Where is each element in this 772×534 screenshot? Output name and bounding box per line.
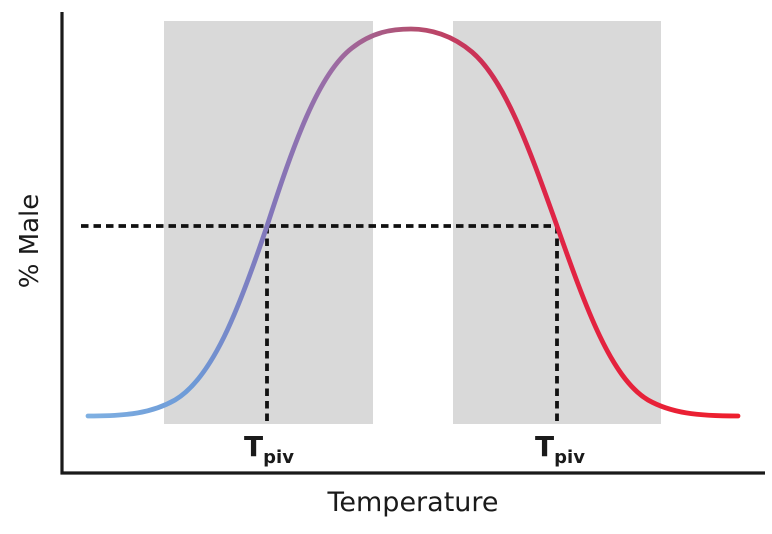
tpiv-left-main-text: T — [244, 430, 263, 463]
tpiv-label-left: Tpiv — [244, 430, 294, 468]
tpiv-right-main-text: T — [535, 430, 554, 463]
sex-ratio-curve — [85, 26, 741, 419]
tpiv-left-sub-text: piv — [263, 447, 294, 468]
x-axis-title: Temperature — [326, 487, 498, 518]
tpiv-right-sub-text: piv — [554, 447, 585, 468]
y-axis-title: % Male — [15, 194, 45, 289]
tpiv-label-right: Tpiv — [535, 430, 585, 468]
